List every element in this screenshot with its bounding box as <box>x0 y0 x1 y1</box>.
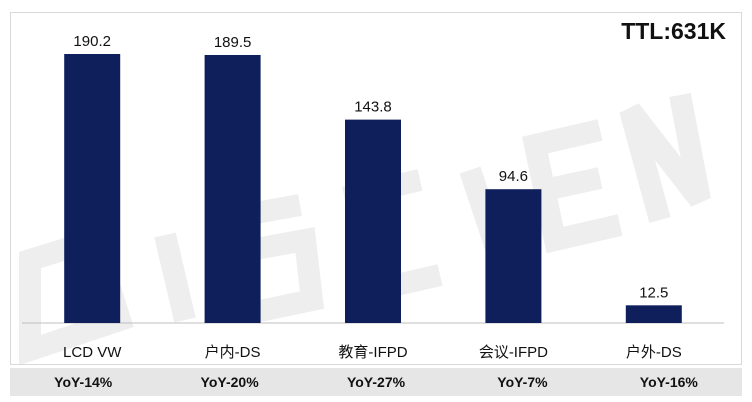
yoy-row: YoY-14% YoY-20% YoY-27% YoY-7% YoY-16% <box>10 368 742 396</box>
x-tick-label: 会议-IFPD <box>479 344 548 361</box>
yoy-cell: YoY-27% <box>346 374 406 390</box>
bar <box>345 119 401 323</box>
data-label: 143.8 <box>354 99 392 116</box>
yoy-cell: YoY-14% <box>54 374 113 390</box>
data-label: 190.2 <box>73 33 111 50</box>
bar <box>204 54 261 323</box>
x-tick-label: 户外-DS <box>626 344 682 361</box>
data-label: 94.6 <box>499 168 528 185</box>
yoy-cell: YoY-16% <box>639 374 698 390</box>
bar <box>64 54 121 323</box>
yoy-cell: YoY-7% <box>497 374 548 390</box>
x-tick-label: 户内-DS <box>205 344 261 361</box>
bar <box>485 189 542 323</box>
total-label: TTL:631K <box>621 18 726 44</box>
x-tick-label: 教育-IFPD <box>338 344 407 361</box>
yoy-cell: YoY-20% <box>200 374 259 390</box>
x-tick-label: LCD VW <box>63 344 122 361</box>
data-label: 189.5 <box>214 34 252 51</box>
bar <box>625 305 682 323</box>
data-label: 12.5 <box>639 284 668 301</box>
